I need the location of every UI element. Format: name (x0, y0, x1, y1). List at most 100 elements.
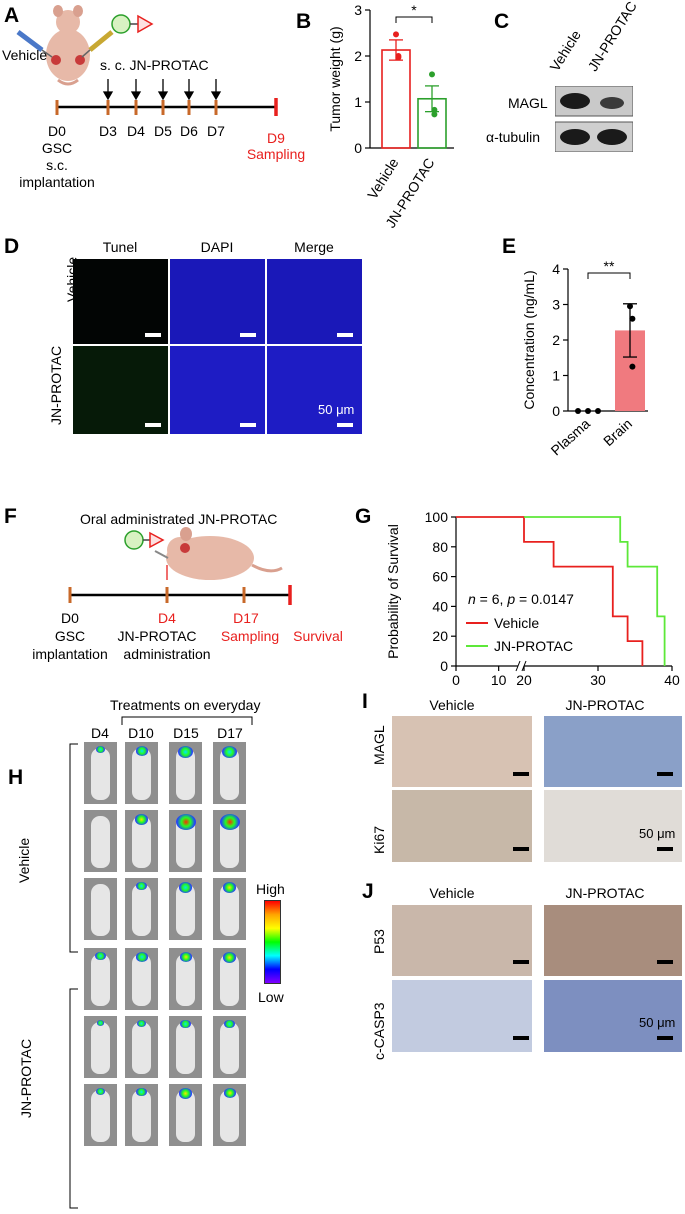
micrograph-tunel-jnprotac (73, 346, 168, 434)
micrograph-merge-vehicle (267, 259, 362, 344)
f-survival: Survival (293, 628, 343, 644)
y-tick-label: 3 (552, 297, 560, 313)
scale-bar-label: 50 μm (639, 826, 676, 841)
mouse-image (125, 810, 158, 872)
scale-bar (145, 333, 161, 337)
mouse-body (132, 884, 151, 936)
start-note: GSC (41, 140, 73, 156)
x-tick-label: Vehicle (364, 155, 402, 202)
h-header-bracket (121, 716, 253, 725)
western-blot (555, 86, 633, 152)
mouse-body (176, 1022, 195, 1074)
panel-a-schematic (16, 5, 278, 116)
mouse-image (213, 878, 246, 940)
ihc-row-label: MAGL (371, 725, 387, 765)
data-point (629, 315, 636, 322)
h-group-label: JN-PROTAC (18, 1038, 34, 1118)
micrograph-row-label: JN-PROTAC (48, 345, 64, 425)
bioluminescence-signal (137, 1020, 146, 1028)
panel-label-e: E (502, 235, 517, 258)
mouse-image (125, 1084, 158, 1146)
x-tick-label: 40 (664, 672, 680, 685)
timeline-day: D5 (154, 123, 172, 139)
stat-annotation-part: n (468, 591, 476, 607)
mouse-image (169, 878, 202, 940)
ihc-row-label: c-CASP3 (371, 1002, 387, 1060)
mouse-image (213, 1084, 246, 1146)
y-tick-label: 100 (425, 509, 449, 525)
micrograph-column-label: Tunel (102, 239, 138, 255)
y-tick-label: 1 (354, 94, 362, 110)
x-tick-label: 20 (516, 672, 532, 685)
scale-bar (513, 772, 529, 776)
heat-scale-low: Low (258, 989, 284, 1005)
mouse-illustration (166, 527, 283, 580)
scale-bar (337, 423, 353, 427)
scale-bar (513, 847, 529, 851)
mouse-body (132, 1022, 151, 1074)
bioluminescence-signal (136, 882, 147, 891)
mouse-illustration (46, 5, 90, 86)
ihc-ccasp3-jnprotac (544, 980, 682, 1052)
heat-scale-high: High (256, 881, 285, 897)
mouse-body (132, 954, 151, 1006)
mouse-image (84, 878, 117, 940)
mouse-body (91, 748, 110, 800)
f-day-d0: D0 (61, 610, 79, 626)
sampling-label: Sampling (246, 146, 306, 162)
h-group-brackets (69, 743, 78, 1209)
bioluminescence-signal (95, 952, 106, 961)
y-tick-label: 0 (440, 658, 448, 674)
h-group-label: Vehicle (16, 837, 32, 883)
survival-curve (456, 516, 644, 666)
ihc-ki67-vehicle (392, 790, 532, 862)
micrograph-column-label: DAPI (200, 239, 234, 255)
stat-annotation: n = 6, p = 0.0147 (468, 591, 574, 607)
bioluminescence-signal (179, 952, 192, 962)
bioluminescence-signal (221, 746, 238, 759)
panel-label-f: F (4, 505, 17, 528)
y-axis-label: Tumor weight (g) (327, 26, 343, 131)
micrograph-dapi-jnprotac (170, 346, 265, 434)
h-day: D15 (173, 725, 199, 741)
protac-molecule-icon (124, 530, 165, 550)
micrograph-tunel-vehicle (73, 259, 168, 344)
panel-label-j: J (362, 880, 374, 903)
timeline-day: D4 (127, 123, 145, 139)
scale-bar (240, 333, 256, 337)
h-day: D4 (91, 725, 109, 741)
h-header: Treatments on everyday (110, 697, 261, 713)
mouse-body (91, 954, 110, 1006)
stat-annotation-part: = 6, (476, 591, 508, 607)
protac-molecule-icon (111, 14, 154, 34)
y-tick-label: 1 (552, 368, 560, 384)
mouse-image (125, 742, 158, 804)
timeline-day: D7 (207, 123, 225, 139)
mouse-body (220, 954, 239, 1006)
scale-bar (513, 960, 529, 964)
scale-bar (240, 423, 256, 427)
scale-bar (657, 1036, 673, 1040)
mouse-body (132, 816, 151, 868)
mouse-body (91, 1090, 110, 1142)
f-day-d4: D4 (158, 610, 176, 626)
heat-scale-bar (264, 900, 281, 984)
mouse-image (84, 742, 117, 804)
mouse-body (176, 748, 195, 800)
x-tick-label: 30 (590, 672, 606, 685)
end-day-label: D9 (267, 130, 285, 146)
panel-label-d: D (4, 235, 20, 258)
data-point (393, 31, 399, 38)
mouse-image (169, 1084, 202, 1146)
bioluminescence-signal (134, 814, 149, 825)
scale-bar (337, 333, 353, 337)
survival-chart: 0 20 40 60 80 100 0 10 20 30 40 Probability of Surv… (385, 509, 680, 685)
data-point (629, 363, 636, 370)
timeline-day: D3 (99, 123, 117, 139)
y-tick-label: 0 (354, 140, 362, 156)
mouse-body (220, 1022, 239, 1074)
panel-label-b: B (296, 10, 312, 33)
mouse-body (176, 884, 195, 936)
bioluminescence-signal (96, 746, 105, 754)
mouse-image (169, 742, 202, 804)
